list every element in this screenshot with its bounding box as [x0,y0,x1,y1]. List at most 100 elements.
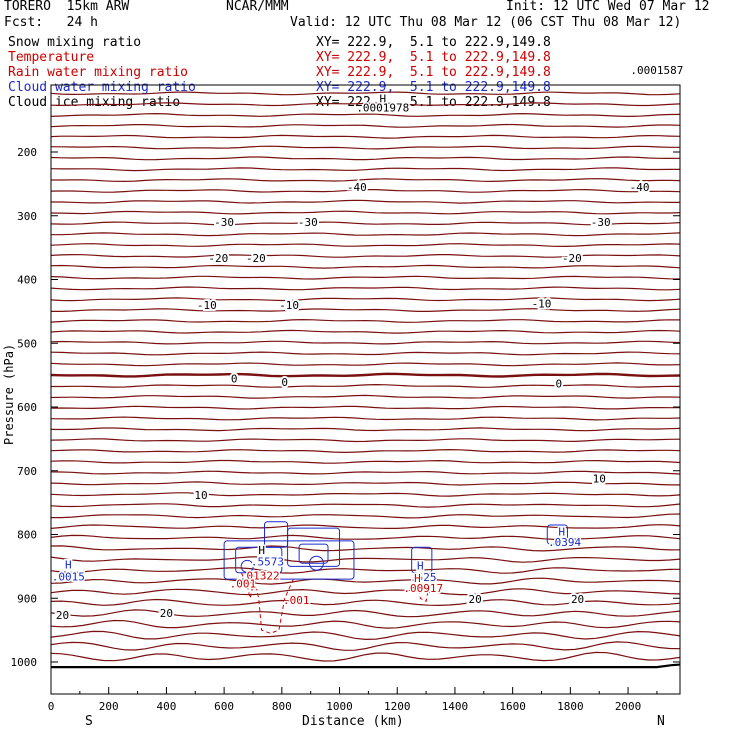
x-tick-label: 0 [48,700,55,713]
isotherm-line [50,448,681,454]
legend-temperature-xy: XY= 222.9, 5.1 to 222.9,149.8 [316,50,551,65]
forecast-hour: Fcst: 24 h [4,15,98,30]
value-annotation: .0015 [52,571,85,584]
cloud-water-contour [264,521,289,548]
isotherm-line [50,145,680,150]
model-name: TORERO 15km ARW [4,0,130,14]
value-annotation: 01322 [247,569,280,582]
y-tick-label: 500 [17,337,37,350]
x-tick-label: 1000 [326,700,353,713]
isotherm-label: 10 [194,489,207,502]
isotherm-line [50,619,681,629]
isotherm-line [51,232,681,237]
isotherm-line [50,588,681,596]
value-annotation: .0394 [548,536,581,549]
isotherm-line [50,91,681,96]
x-tick-label: 600 [214,700,234,713]
isotherm-label: -10 [532,298,552,311]
cloud-water-contour [546,524,568,545]
isotherm-line [50,340,681,345]
x-axis-label: Distance (km) [302,714,404,729]
x-tick-label: 1800 [557,700,584,713]
x-tick-label: 1200 [384,700,411,713]
isotherm-label: -30 [214,216,234,229]
x-tick-label: 1400 [442,700,469,713]
cloud-water-outer-contour [223,540,355,580]
isotherm-label: -20 [246,252,266,265]
isotherm-line [50,102,681,107]
isotherm-label: 10 [593,472,606,485]
value-annotation: H [417,560,424,573]
legend-cloud-water: Cloud water mixing ratio [8,80,196,95]
ground-surface [51,663,681,669]
legend-rain-xy: XY= 222.9, 5.1 to 222.9,149.8 [316,65,551,80]
isotherm-line [50,459,681,464]
isotherm-line [50,112,681,118]
isotherm-label: -10 [197,299,217,312]
isotherm-label: 20 [469,593,482,606]
isotherm-label: -20 [562,252,582,265]
value-annotation: H [258,544,265,557]
x-axis-start-label: S [85,714,93,729]
x-tick-label: 200 [99,700,119,713]
isotherm-line [50,253,681,258]
isotherm-line [50,405,680,410]
value-annotation: H [65,558,72,571]
isotherm-line [50,577,681,585]
isotherm-line [50,556,681,563]
value-annotation: .001 [230,578,257,591]
x-axis: 0 200 400 600 800 1000 1200 1400 1600 1800 2000 [48,687,658,713]
value-annotation: .525 [410,571,437,584]
isotherm-line [50,329,681,334]
isotherm-label: 20 [571,593,584,606]
x-axis-end-label: N [657,714,665,729]
isotherm-line [50,481,680,486]
isotherm-line [50,318,681,323]
isotherm-line [50,297,681,302]
isotherm-line [50,351,681,356]
isotherm-label: -40 [630,181,650,194]
ground-line [51,663,681,669]
isotherm-line [50,286,681,291]
isotherm-line [50,123,681,128]
isotherm-label: -40 [347,181,367,194]
value-annotation: H [379,92,386,105]
value-annotation: .00917 [403,582,443,595]
isotherm-line [51,383,681,388]
isotherm-line [50,503,681,508]
y-axis-label: Pressure (hPa) [2,344,16,445]
x-tick-label: 800 [272,700,292,713]
isotherm-line [50,264,681,269]
value-annotation: H [414,572,421,585]
isotherm-label: 0 [556,377,563,390]
y-tick-label: 1000 [11,656,38,669]
isotherm-line [50,630,681,641]
y-tick-label: 400 [17,274,37,287]
plot-frame [50,84,681,695]
isotherm-line [50,545,681,552]
cloud-water-contours [223,521,568,580]
isotherm-line [50,567,681,574]
isotherm-line [51,513,681,519]
y-tick-label: 600 [17,401,37,414]
isotherm-line [50,492,681,497]
cloud-water-contour [287,527,341,567]
isotherm-label: -30 [298,216,318,229]
isotherm-line [50,438,681,443]
init-time: Init: 12 UTC Wed 07 Mar 12 [506,0,710,14]
isotherm-line [50,221,681,226]
rain-water-contour [252,572,294,634]
isotherm-line [51,199,680,204]
isotherm-label: 20 [160,607,173,620]
y-tick-label: 900 [17,592,37,605]
isotherm-label: 20 [56,609,69,622]
value-annotation: .0001587 [630,64,683,77]
isotherm-label: -30 [591,216,611,229]
isotherm-line [50,416,681,421]
value-annotation: H [558,525,565,538]
isotherm-line [51,308,681,312]
isotherm-line [50,427,681,432]
